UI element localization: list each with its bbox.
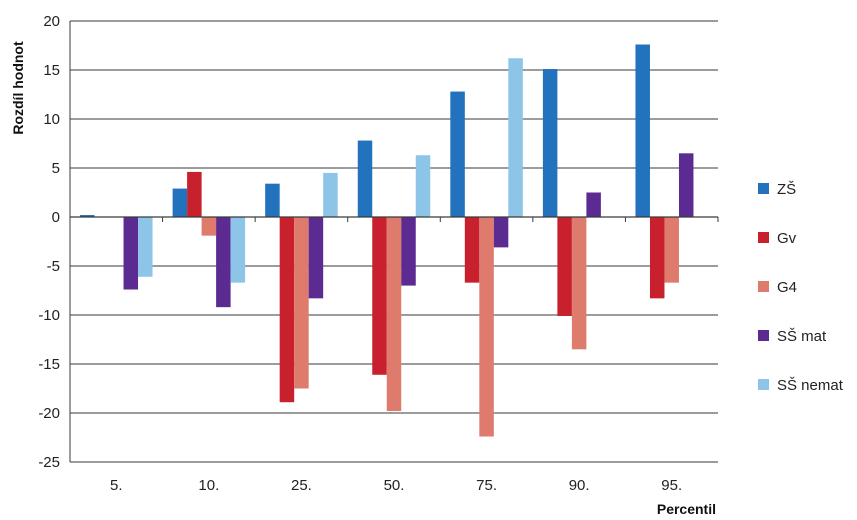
- bar-2-3: [386, 217, 402, 412]
- x-axis: [69, 21, 719, 462]
- legend-label: G4: [777, 279, 797, 296]
- bar-4-1: [230, 217, 246, 283]
- x-tick-label: 10.: [198, 477, 219, 494]
- y-tick-label: 5: [52, 160, 60, 177]
- x-tick-label: 50.: [384, 477, 405, 494]
- y-tick-label: -25: [38, 454, 60, 471]
- y-axis-title: Rozdíl hodnot: [10, 41, 26, 135]
- bar-1-4: [464, 217, 480, 283]
- bar-0-3: [357, 140, 373, 217]
- bar-2-6: [664, 217, 679, 283]
- y-tick-label: 0: [52, 209, 60, 226]
- bar-1-2: [279, 217, 295, 403]
- x-tick-label: 95.: [661, 477, 682, 494]
- x-tick-label: 75.: [476, 477, 497, 494]
- y-tick-label: 20: [43, 13, 60, 30]
- y-tick-labels: 20 15 10 5 0 -5 -10 -15 -20 -25: [38, 13, 60, 471]
- bar-4-3: [415, 155, 431, 217]
- x-tick-labels: 5. 10. 25. 50. 75. 90. 95.: [110, 477, 682, 494]
- bar-3-6: [678, 153, 694, 217]
- y-tick-label: -15: [38, 356, 60, 373]
- x-tick-label: 90.: [569, 477, 590, 494]
- legend-swatch: [758, 379, 769, 390]
- x-tick-label: 5.: [110, 477, 123, 494]
- legend-swatch: [758, 330, 769, 341]
- legend-label: SŠ mat: [777, 328, 827, 345]
- bar-1-3: [372, 217, 387, 375]
- legend-swatch: [758, 232, 769, 243]
- bar-4-2: [323, 172, 338, 217]
- bar-0-1: [172, 188, 188, 217]
- bar-2-4: [479, 217, 494, 437]
- bar-2-5: [571, 217, 587, 350]
- legend-swatch: [758, 183, 769, 194]
- bar-2-2: [294, 217, 309, 389]
- bar-0-2: [265, 183, 280, 217]
- bar-0-6: [635, 44, 650, 217]
- y-tick-label: -20: [38, 405, 60, 422]
- legend-label: ZŠ: [777, 181, 796, 198]
- bar-3-5: [586, 192, 601, 217]
- bar-3-4: [493, 217, 509, 248]
- y-tick-label: -10: [38, 307, 60, 324]
- x-axis-title: Percentil: [657, 501, 716, 517]
- legend: ZŠ Gv G4 SŠ mat SŠ nemat: [758, 181, 844, 394]
- bar-2-1: [201, 217, 217, 236]
- bar-1-5: [557, 217, 572, 316]
- bar-3-1: [216, 217, 231, 308]
- bar-4-4: [508, 58, 523, 217]
- y-tick-label: 15: [43, 62, 60, 79]
- bar-3-0: [123, 217, 139, 290]
- bar-3-3: [401, 217, 416, 286]
- y-tick-label: 10: [43, 111, 60, 128]
- bar-3-2: [308, 217, 324, 299]
- bars: [80, 44, 694, 437]
- bar-1-6: [649, 217, 665, 299]
- x-tick-label: 25.: [291, 477, 312, 494]
- bar-0-0: [80, 215, 95, 217]
- y-tick-label: -5: [47, 258, 60, 275]
- legend-swatch: [758, 281, 769, 292]
- bar-4-0: [138, 217, 153, 277]
- bar-0-5: [542, 69, 558, 218]
- legend-label: Gv: [777, 230, 797, 247]
- bar-0-4: [450, 91, 465, 217]
- bar-1-1: [187, 171, 202, 217]
- legend-label: SŠ nemat: [777, 377, 844, 394]
